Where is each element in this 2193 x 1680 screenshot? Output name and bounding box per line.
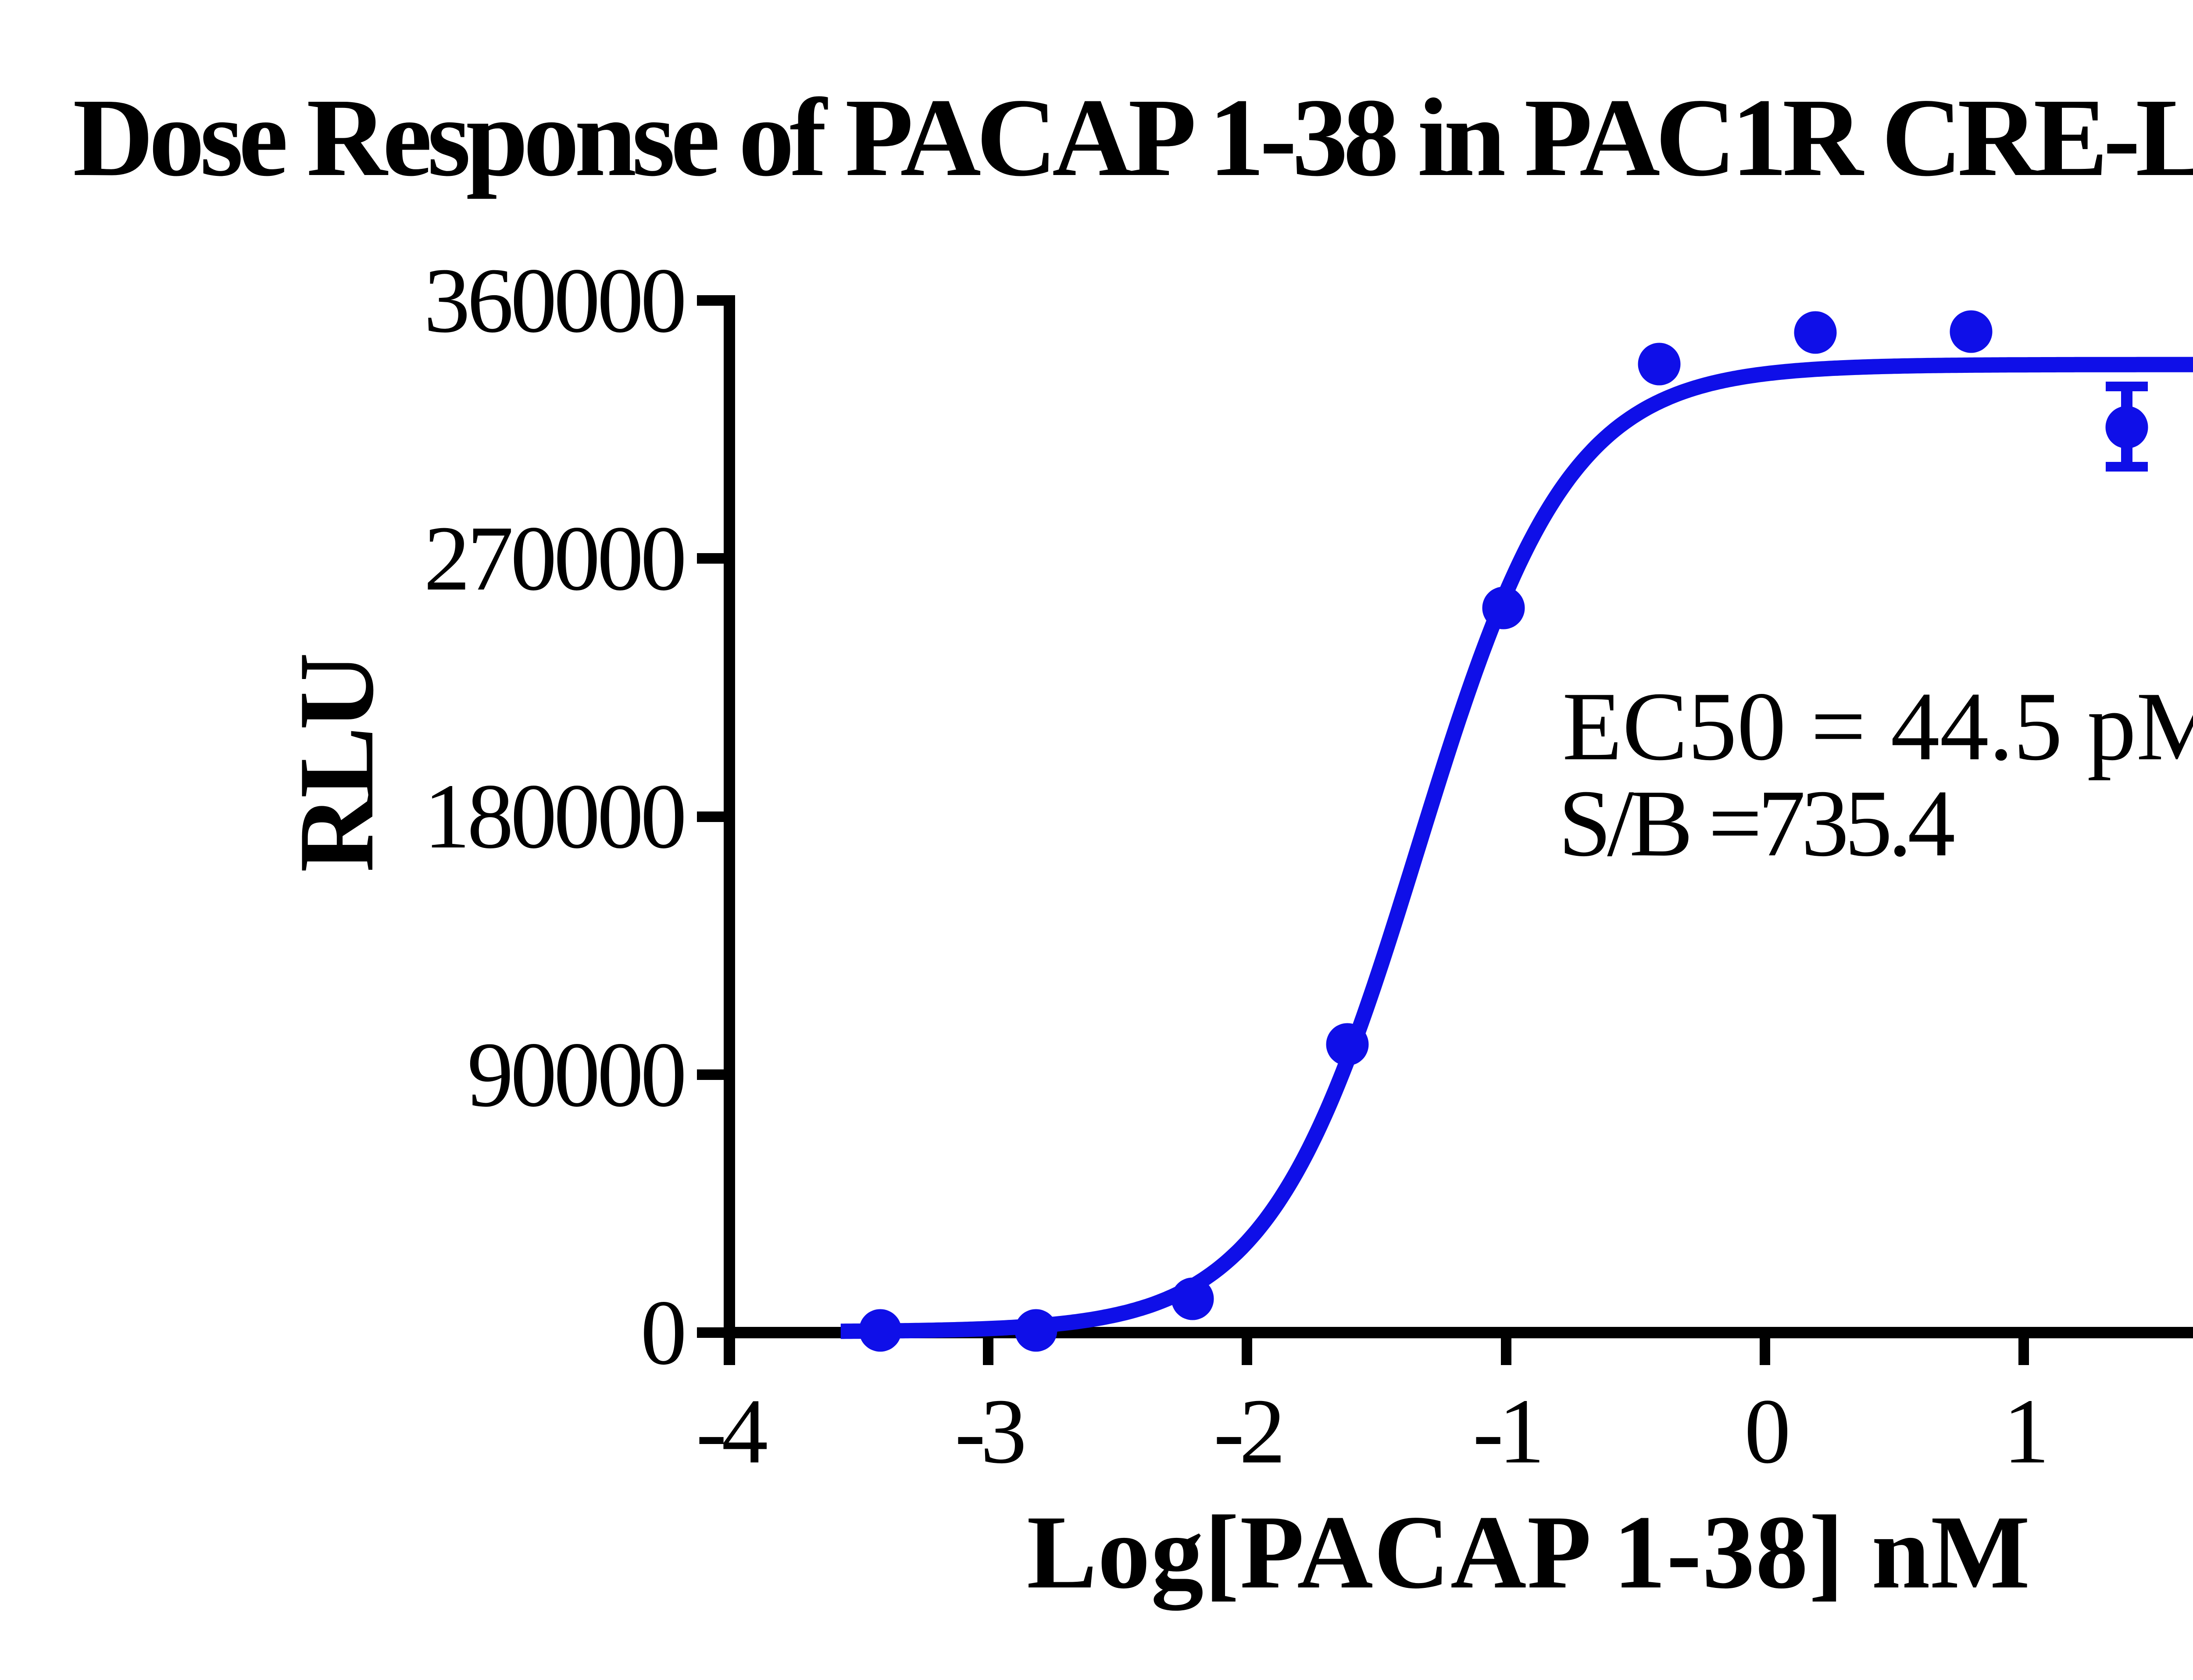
- svg-text:Log[PACAP 1-38] nM: Log[PACAP 1-38] nM: [1027, 1494, 2031, 1611]
- svg-text:-4: -4: [696, 1380, 767, 1483]
- svg-text:1: 1: [2003, 1380, 2044, 1483]
- svg-text:RLU: RLU: [277, 655, 396, 872]
- svg-text:180000: 180000: [424, 765, 684, 868]
- svg-text:S/B =735.4: S/B =735.4: [1558, 771, 1954, 876]
- svg-text:360000: 360000: [424, 249, 684, 352]
- svg-text:0: 0: [640, 1281, 684, 1384]
- svg-text:-3: -3: [955, 1380, 1024, 1483]
- svg-text:EC50 = 44.5 pM: EC50 = 44.5 pM: [1562, 672, 2193, 781]
- svg-text:Dose Response of PACAP 1-38 in: Dose Response of PACAP 1-38 in PAC1R CRE…: [73, 76, 2193, 200]
- svg-text:90000: 90000: [467, 1023, 684, 1126]
- svg-text:-1: -1: [1473, 1380, 1540, 1483]
- svg-text:270000: 270000: [424, 507, 684, 610]
- svg-text:-2: -2: [1214, 1380, 1281, 1483]
- svg-text:0: 0: [1744, 1380, 1787, 1483]
